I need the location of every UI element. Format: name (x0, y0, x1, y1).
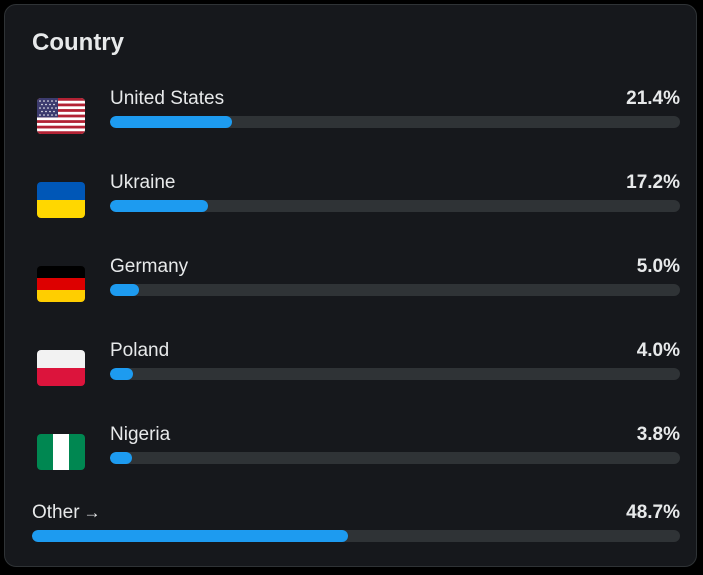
ukraine-flag-icon (37, 182, 85, 218)
us-flag-icon (37, 98, 85, 134)
progress-track (110, 116, 680, 128)
progress-track (110, 200, 680, 212)
progress-fill (110, 284, 139, 296)
progress-fill (110, 452, 132, 464)
country-row-ukraine: Ukraine 17.2% (5, 172, 698, 232)
country-row-nigeria: Nigeria 3.8% (5, 424, 698, 484)
country-name: Germany (110, 256, 189, 277)
germany-flag-icon (37, 266, 85, 302)
other-label[interactable]: Other (32, 502, 80, 523)
other-percent: 48.7% (626, 502, 680, 523)
progress-fill (32, 530, 348, 542)
country-percent: 17.2% (626, 172, 680, 193)
country-name: Poland (110, 340, 170, 361)
country-name: United States (110, 88, 225, 109)
poland-flag-icon (37, 350, 85, 386)
progress-fill (110, 368, 133, 380)
country-percent: 3.8% (636, 424, 680, 445)
country-name: Ukraine (110, 172, 176, 193)
country-percent: 21.4% (626, 88, 680, 109)
arrow-right-icon: → (83, 503, 101, 522)
progress-track (32, 530, 680, 542)
country-row-united-states: United States 21.4% (5, 88, 698, 148)
country-percent: 5.0% (636, 256, 680, 277)
progress-track (110, 284, 680, 296)
nigeria-flag-icon (37, 434, 85, 470)
progress-track (110, 368, 680, 380)
country-name: Nigeria (110, 424, 171, 445)
other-label-wrap[interactable]: Other → (32, 502, 101, 524)
progress-fill (110, 200, 209, 212)
country-card: Country Uni (4, 4, 697, 567)
other-countries-link[interactable]: Other → 48.7% (5, 502, 698, 552)
progress-fill (110, 116, 232, 128)
country-percent: 4.0% (636, 340, 680, 361)
card-title: Country (32, 29, 124, 56)
country-row-poland: Poland 4.0% (5, 340, 698, 400)
progress-track (110, 452, 680, 464)
country-row-germany: Germany 5.0% (5, 256, 698, 316)
